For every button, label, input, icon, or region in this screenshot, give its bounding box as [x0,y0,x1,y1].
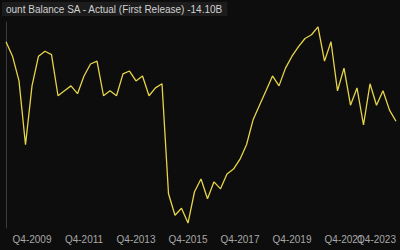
svg-text:Q4-2023: Q4-2023 [357,234,396,245]
svg-text:Q4-2021: Q4-2021 [324,233,364,245]
svg-text:Q4-2017: Q4-2017 [221,234,260,245]
svg-text:Q4-2009: Q4-2009 [13,234,52,245]
svg-text:ount Balance SA - Actual (Firs: ount Balance SA - Actual (First Release)… [6,4,223,15]
svg-text:Q4-2015: Q4-2015 [169,234,208,245]
svg-text:Q4-2011: Q4-2011 [65,234,104,245]
svg-text:Q4-2013: Q4-2013 [117,234,156,245]
svg-text:Q4-2019: Q4-2019 [273,234,312,245]
